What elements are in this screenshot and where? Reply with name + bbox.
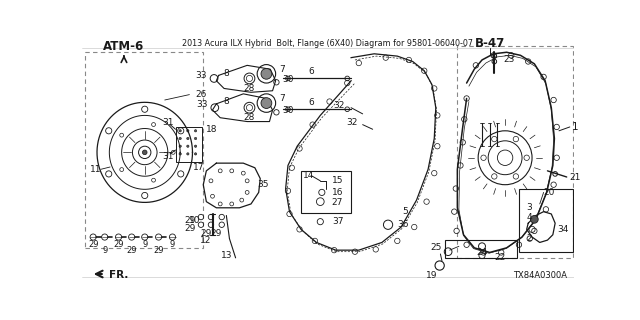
Circle shape: [187, 145, 189, 147]
Circle shape: [195, 153, 196, 155]
Text: 29: 29: [154, 246, 164, 255]
Text: 6: 6: [308, 98, 314, 107]
Text: 12: 12: [200, 236, 211, 244]
Text: 9: 9: [102, 246, 108, 255]
Text: 5: 5: [402, 207, 408, 216]
Text: 10: 10: [189, 216, 201, 225]
Circle shape: [195, 145, 196, 147]
Text: 28: 28: [244, 84, 255, 93]
Text: 23: 23: [504, 55, 515, 64]
Text: 17: 17: [193, 163, 205, 172]
Text: 32: 32: [346, 118, 357, 127]
Text: 22: 22: [494, 253, 506, 262]
Circle shape: [179, 153, 181, 155]
Circle shape: [179, 130, 181, 132]
Text: 29: 29: [184, 216, 196, 225]
Circle shape: [195, 130, 196, 132]
Text: 19: 19: [426, 271, 438, 280]
Text: 2013 Acura ILX Hybrid  Bolt, Flange (6X40) Diagram for 95801-06040-07: 2013 Acura ILX Hybrid Bolt, Flange (6X40…: [182, 38, 474, 47]
Text: 1: 1: [572, 122, 578, 132]
Text: 20: 20: [543, 188, 555, 197]
Bar: [458, 46, 573, 258]
Text: 4: 4: [527, 213, 532, 222]
Text: 31: 31: [162, 152, 173, 161]
Text: 30: 30: [282, 76, 293, 84]
Text: 16: 16: [332, 188, 343, 197]
Text: 30: 30: [282, 106, 293, 115]
Text: 25: 25: [431, 243, 442, 252]
Text: 8: 8: [223, 97, 229, 106]
Text: 29: 29: [184, 224, 196, 233]
Text: 2: 2: [527, 234, 532, 243]
Circle shape: [187, 153, 189, 155]
Text: 7: 7: [279, 94, 284, 103]
Text: ATM-6: ATM-6: [103, 40, 145, 52]
Text: 36: 36: [397, 220, 409, 229]
Text: 8: 8: [223, 68, 229, 77]
Text: 24: 24: [476, 248, 488, 257]
Text: 13: 13: [221, 251, 232, 260]
Circle shape: [187, 137, 189, 140]
Bar: [86, 52, 204, 248]
Text: 33: 33: [196, 71, 207, 80]
Circle shape: [143, 150, 147, 155]
Text: 26: 26: [196, 90, 207, 99]
Text: 29: 29: [127, 246, 137, 255]
Circle shape: [531, 215, 538, 223]
Text: 6: 6: [308, 67, 314, 76]
Text: 14: 14: [303, 171, 315, 180]
Text: 7: 7: [279, 65, 284, 74]
Bar: [445, 240, 516, 258]
Text: 11: 11: [90, 165, 101, 174]
Bar: [175, 127, 202, 162]
Text: 18: 18: [206, 125, 218, 134]
Circle shape: [261, 68, 272, 79]
Bar: [519, 188, 573, 252]
Bar: [301, 171, 351, 213]
Text: 28: 28: [244, 113, 255, 122]
Text: B-47: B-47: [475, 37, 505, 50]
Text: 32: 32: [333, 101, 345, 110]
Circle shape: [179, 137, 181, 140]
Text: 37: 37: [332, 217, 343, 226]
Text: TX84A0300A: TX84A0300A: [513, 271, 567, 280]
Text: 9: 9: [170, 240, 175, 249]
Text: 21: 21: [569, 172, 580, 181]
Text: 15: 15: [332, 176, 343, 185]
Text: 29: 29: [201, 229, 212, 238]
Text: 29: 29: [113, 240, 124, 249]
Text: 29: 29: [211, 229, 222, 238]
Text: 27: 27: [332, 198, 343, 207]
Circle shape: [179, 145, 181, 147]
Circle shape: [187, 130, 189, 132]
Text: FR.: FR.: [109, 270, 128, 280]
Text: 9: 9: [142, 240, 147, 249]
Text: 34: 34: [557, 225, 568, 234]
Circle shape: [261, 98, 272, 108]
Circle shape: [195, 137, 196, 140]
Text: 3: 3: [527, 203, 532, 212]
Text: 31: 31: [162, 118, 173, 127]
Text: 29: 29: [88, 240, 99, 249]
Text: 35: 35: [257, 180, 269, 189]
Text: 33: 33: [196, 100, 208, 109]
